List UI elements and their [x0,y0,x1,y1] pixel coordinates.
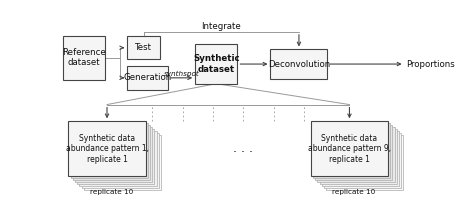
FancyBboxPatch shape [313,123,390,178]
FancyBboxPatch shape [127,36,160,59]
FancyBboxPatch shape [82,133,159,188]
FancyBboxPatch shape [271,49,328,79]
Text: Reference
dataset: Reference dataset [62,48,106,67]
FancyBboxPatch shape [318,127,395,182]
FancyBboxPatch shape [311,121,388,176]
FancyBboxPatch shape [63,36,105,79]
FancyBboxPatch shape [84,135,161,191]
FancyBboxPatch shape [80,131,156,186]
Text: replicate 10: replicate 10 [90,189,133,195]
FancyBboxPatch shape [315,125,392,180]
Text: Test: Test [135,43,152,52]
FancyBboxPatch shape [73,125,150,180]
Text: . . .: . . . [233,142,253,155]
Text: Synthetic data
abundance pattern 9,
replicate 1: Synthetic data abundance pattern 9, repl… [308,134,391,164]
FancyBboxPatch shape [127,66,168,90]
FancyBboxPatch shape [195,44,237,84]
FancyBboxPatch shape [71,123,148,178]
FancyBboxPatch shape [326,135,403,191]
FancyBboxPatch shape [319,129,397,184]
FancyBboxPatch shape [68,121,146,176]
Text: Deconvolution: Deconvolution [268,59,330,69]
Text: Generation: Generation [123,73,172,82]
FancyBboxPatch shape [322,131,399,186]
Text: Synthetic
dataset: Synthetic dataset [193,54,239,74]
FancyBboxPatch shape [324,133,401,188]
FancyBboxPatch shape [75,127,152,182]
Text: Synthetic data
abundance pattern 1,
replicate 1: Synthetic data abundance pattern 1, repl… [65,134,148,164]
Text: Proportions: Proportions [406,59,455,69]
Text: Integrate: Integrate [201,21,241,31]
Text: replicate 10: replicate 10 [332,189,375,195]
FancyBboxPatch shape [77,129,155,184]
Text: synthspot: synthspot [164,71,199,77]
